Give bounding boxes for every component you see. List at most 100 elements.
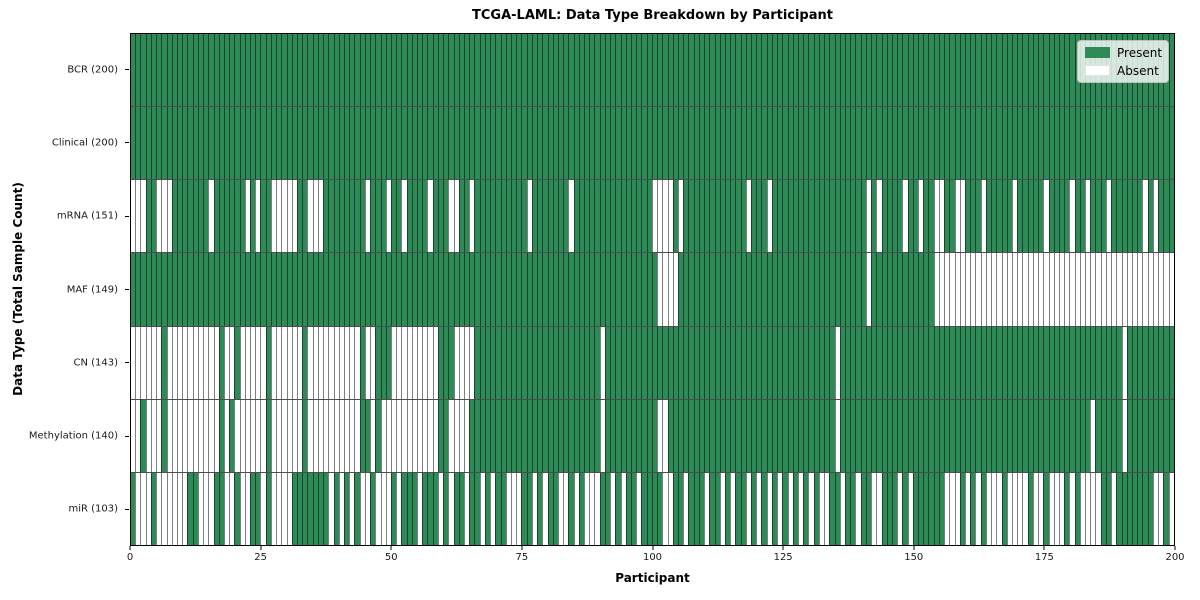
heatmap-cell [782,326,788,399]
heatmap-cell [876,253,882,326]
heatmap-cell [375,472,381,545]
heatmap-cell [323,107,329,180]
heatmap-cell [698,326,705,399]
heatmap-cell [1038,253,1044,326]
heatmap-cell [897,399,903,472]
heatmap-cell [208,34,214,107]
heatmap-cell [829,326,835,399]
heatmap-cell [307,472,313,545]
heatmap-cell [516,180,522,253]
heatmap-cell [521,180,527,253]
heatmap-cell [771,326,778,399]
heatmap-cell [975,472,981,545]
heatmap-cell [291,34,297,107]
heatmap-cell [975,107,981,180]
heatmap-cell [636,399,642,472]
heatmap-cell [411,472,418,545]
heatmap-cell [328,472,334,545]
heatmap-cell [834,180,840,253]
heatmap-cell [818,107,825,180]
heatmap-cell [714,34,720,107]
heatmap-cell [563,399,569,472]
heatmap-cell [860,399,866,472]
heatmap-cell [448,399,454,472]
heatmap-cell [1017,399,1023,472]
heatmap-cell [135,34,141,107]
heatmap-cell [709,399,715,472]
heatmap-cell [328,326,334,399]
heatmap-cell [698,253,705,326]
heatmap-cell [751,253,757,326]
heatmap-cell [615,399,621,472]
heatmap-cell [281,326,287,399]
heatmap-cell [923,326,929,399]
heatmap-cell [131,34,136,107]
heatmap-cell [891,180,898,253]
heatmap-cell [1152,399,1159,472]
heatmap-cell [464,326,470,399]
heatmap-cell [975,180,981,253]
x-tick-mark [521,546,523,550]
heatmap-cell [803,107,809,180]
heatmap-cell [390,107,397,180]
heatmap-cell [792,180,798,253]
heatmap-cell [166,107,172,180]
heatmap-cell [244,107,251,180]
heatmap-cell [897,34,903,107]
heatmap-cell [239,107,245,180]
heatmap-cell [1053,180,1059,253]
heatmap-cell [970,472,976,545]
heatmap-cell [1100,472,1106,545]
heatmap-cell [1064,107,1070,180]
heatmap-cell [589,107,595,180]
heatmap-cell [865,472,872,545]
heatmap-cell [1017,107,1023,180]
heatmap-cell [1011,472,1018,545]
heatmap-cell [208,399,214,472]
heatmap-cell [1132,253,1138,326]
heatmap-cell [510,326,517,399]
heatmap-cell [1022,34,1028,107]
heatmap-cell [965,107,971,180]
heatmap-cell [965,326,971,399]
heatmap-cell [625,34,631,107]
heatmap-cell [1069,472,1075,545]
heatmap-cell [991,326,997,399]
heatmap-cell [464,34,470,107]
y-tick-mark [124,362,129,364]
heatmap-cell [161,326,167,399]
heatmap-cell [479,253,485,326]
heatmap-cell [401,399,407,472]
heatmap-cell [197,472,204,545]
heatmap-cell [798,253,804,326]
heatmap-cell [375,34,381,107]
heatmap-cell [297,253,303,326]
heatmap-cell [610,399,616,472]
heatmap-cell [693,253,699,326]
heatmap-cell [604,399,611,472]
heatmap-cell [631,326,637,399]
heatmap-cell [886,34,892,107]
heatmap-cell [500,472,506,545]
heatmap-cell [453,180,459,253]
heatmap-cell [1147,399,1153,472]
heatmap-cell [542,34,548,107]
heatmap-cell [792,472,798,545]
heatmap-cell [563,253,569,326]
heatmap-cell [594,472,600,545]
heatmap-cell [510,107,517,180]
heatmap-cell [604,326,611,399]
heatmap-cell [693,180,699,253]
heatmap-cell [751,472,757,545]
heatmap-cell [683,107,689,180]
heatmap-cell [891,34,898,107]
heatmap-cell [787,326,793,399]
heatmap-cell [876,34,882,107]
heatmap-cell [396,472,402,545]
heatmap-cell [547,326,553,399]
heatmap-cell [537,180,543,253]
heatmap-cell [1121,472,1127,545]
heatmap-cell [526,34,532,107]
heatmap-cell [693,399,699,472]
heatmap-cell [192,107,198,180]
